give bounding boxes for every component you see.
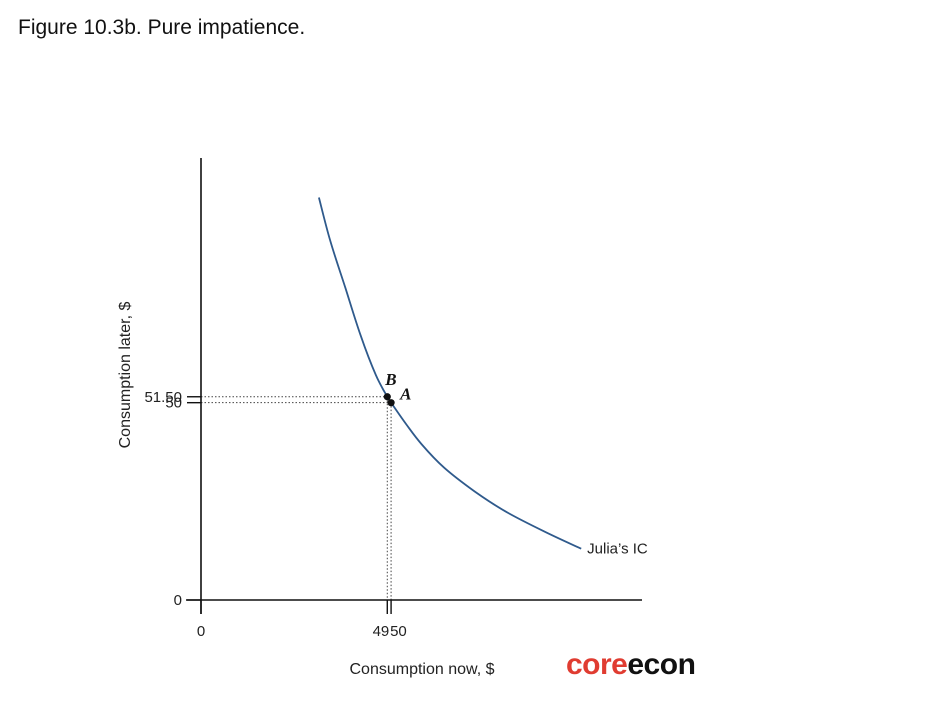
curves: Julia’s IC [318,197,648,558]
series-label-julias-ic: Julia’s IC [587,541,648,558]
guide-lines [201,396,392,600]
x-tick-label-50: 50 [390,623,407,640]
series-line-julias-ic [318,197,582,550]
points: BA [383,370,411,407]
point-label-B: B [384,370,396,389]
y-tick-label-51.50: 51.50 [144,389,182,406]
point-B [383,393,391,401]
point-label-A: A [399,385,411,404]
logo-econ: econ [627,648,696,681]
coreecon-logo: coreecon [566,648,696,681]
axes [186,158,642,614]
figure-title: Figure 10.3b. Pure impatience. [18,16,306,39]
y-tick-label-0: 0 [174,592,182,609]
x-tick-label-0: 0 [197,623,205,640]
y-axis-title: Consumption later, $ [117,302,134,449]
y-tick-label-50: 50 [165,395,182,412]
point-A [387,399,395,407]
x-axis-title: Consumption now, $ [350,661,495,678]
logo-core: core [566,648,628,681]
x-tick-label-49: 49 [373,623,390,640]
